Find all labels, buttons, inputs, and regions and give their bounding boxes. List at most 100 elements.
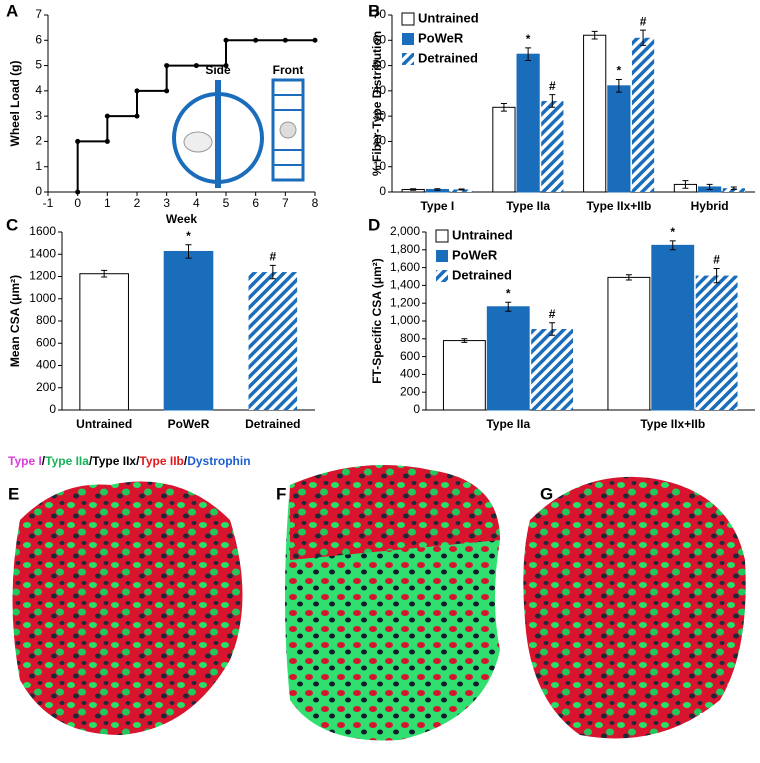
x-tick-label: 3	[163, 196, 170, 210]
significance-marker: #	[640, 14, 647, 28]
legend-label: Untrained	[452, 227, 513, 242]
y-tick-label: 0	[379, 184, 386, 198]
significance-marker: *	[526, 32, 531, 46]
data-point	[282, 37, 288, 43]
y-tick-label: 2	[35, 134, 42, 148]
error-bar	[549, 322, 556, 336]
y-tick-label: 600	[400, 349, 420, 363]
legend-swatch	[436, 250, 448, 262]
bar	[541, 100, 564, 192]
panel-label: A	[6, 1, 18, 20]
bar	[531, 329, 574, 410]
y-tick-label: 2,000	[390, 224, 420, 238]
panel-label: F	[276, 484, 286, 503]
panel-label: C	[6, 215, 18, 234]
stain-legend: Type I/Type IIa/Type IIx/Type IIb/Dystro…	[8, 454, 251, 468]
data-point	[164, 63, 170, 69]
significance-marker: #	[269, 250, 276, 264]
y-axis-title: % Fiber-Type Distribution	[370, 31, 384, 176]
y-tick-label: 1,000	[390, 313, 420, 327]
y-tick-label: 3	[35, 108, 42, 122]
y-tick-label: 1600	[29, 224, 56, 238]
wheel-illustration: Side Front	[172, 63, 305, 188]
y-tick-label: 5	[35, 58, 42, 72]
error-bar	[640, 29, 647, 46]
legend-separator: /	[89, 454, 93, 468]
x-tick-label: -1	[43, 196, 54, 210]
error-bar	[505, 301, 512, 312]
data-point	[134, 88, 140, 94]
y-tick-label: 40	[373, 83, 387, 97]
y-tick-label: 1,800	[390, 242, 420, 256]
y-tick-label: 1000	[29, 291, 56, 305]
y-tick-label: 800	[36, 313, 56, 327]
legend-swatch	[436, 270, 448, 282]
x-axis-title: Week	[166, 212, 197, 226]
error-bar	[669, 240, 676, 251]
error-bar	[410, 188, 417, 191]
bar	[492, 106, 516, 193]
x-tick-label: Type I	[420, 199, 454, 213]
stain-label: Type I	[8, 454, 42, 468]
bar	[486, 306, 530, 411]
stain-label: Dystrophin	[187, 454, 250, 468]
error-bar	[461, 338, 468, 343]
error-bar	[185, 244, 192, 259]
x-tick-label: Type IIx+IIb	[586, 199, 651, 213]
x-tick-label: Type IIa	[506, 199, 550, 213]
error-bar	[625, 274, 632, 281]
panel-label: E	[8, 484, 19, 503]
y-tick-label: 1,200	[390, 295, 420, 309]
data-point	[312, 37, 318, 43]
error-bar	[549, 94, 556, 108]
stain-label: Type IIa	[45, 454, 89, 468]
x-tick-label: Untrained	[76, 417, 132, 431]
error-bar	[713, 267, 720, 284]
data-point	[223, 63, 229, 69]
data-point	[134, 113, 140, 119]
y-tick-label: 10	[373, 159, 387, 173]
error-bar	[434, 188, 441, 191]
data-point	[193, 63, 199, 69]
error-bar	[525, 47, 532, 62]
data-point	[75, 138, 81, 144]
x-tick-label: 8	[312, 196, 319, 210]
bar	[722, 188, 745, 192]
y-tick-label: 1200	[29, 269, 56, 283]
y-tick-label: 4	[35, 83, 42, 97]
y-tick-label: 20	[373, 134, 387, 148]
x-tick-label: 0	[74, 196, 81, 210]
data-point	[223, 37, 229, 43]
bar	[248, 272, 298, 410]
bar	[631, 37, 655, 192]
significance-marker: *	[506, 286, 511, 300]
legend-swatch	[402, 33, 414, 45]
x-tick-label: 5	[223, 196, 230, 210]
y-tick-label: 60	[373, 32, 387, 46]
bar	[607, 276, 651, 411]
significance-marker: *	[617, 64, 622, 78]
bar	[583, 34, 607, 193]
y-tick-label: 1,600	[390, 260, 420, 274]
error-bar	[730, 186, 737, 190]
x-tick-label: 1	[104, 196, 111, 210]
error-bar	[615, 78, 622, 93]
bar	[163, 250, 214, 411]
significance-marker: #	[713, 253, 720, 267]
micrographs	[12, 465, 746, 741]
y-axis-title: Mean CSA (μm²)	[8, 275, 22, 367]
legend-label: PoWeR	[418, 30, 464, 45]
error-bar	[500, 103, 507, 112]
x-tick-label: Type IIa	[486, 417, 530, 431]
y-tick-label: 70	[373, 7, 387, 21]
y-tick-label: 0	[35, 184, 42, 198]
legend-swatch	[401, 12, 415, 26]
error-bar	[591, 30, 598, 40]
legend-label: Detrained	[418, 50, 478, 65]
bar	[651, 244, 695, 411]
legend-swatch	[435, 229, 449, 243]
x-tick-label: Detrained	[245, 417, 300, 431]
data-point	[164, 88, 170, 94]
x-tick-label: 6	[252, 196, 259, 210]
